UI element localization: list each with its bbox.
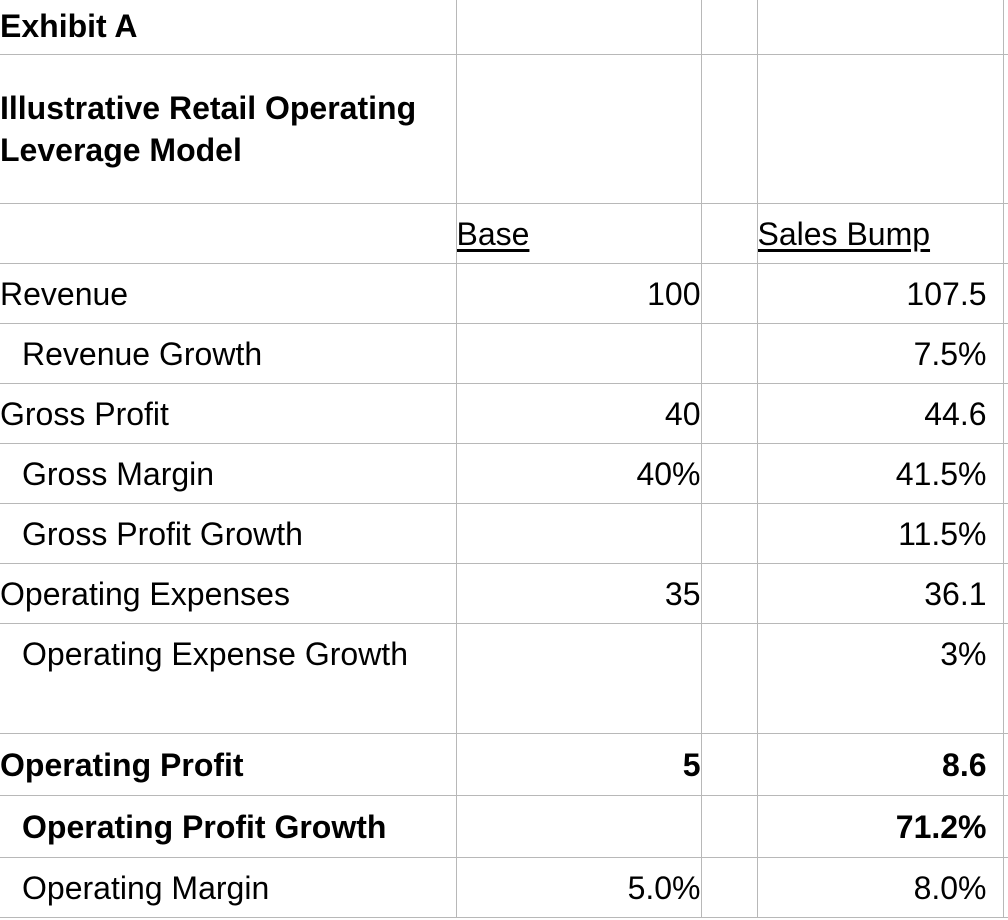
table-row: Gross Margin 40% 41.5% [0,443,1008,504]
base-value[interactable]: 40 [456,383,702,444]
table-row: Gross Profit Growth 11.5% [0,503,1008,564]
empty-cell[interactable] [1003,54,1008,204]
sales-bump-value[interactable]: 11.5% [757,503,1004,564]
empty-cell[interactable] [456,54,702,204]
base-value[interactable]: 100 [456,263,702,324]
row-label[interactable]: Operating Margin [0,857,457,918]
empty-cell[interactable] [757,0,1004,55]
empty-cell[interactable] [1003,0,1008,55]
base-value[interactable] [456,795,702,858]
row-label[interactable]: Operating Expense Growth [0,623,457,734]
empty-cell[interactable] [1003,443,1008,504]
empty-cell[interactable] [701,623,758,734]
empty-cell[interactable] [701,563,758,624]
empty-cell[interactable] [1003,857,1008,918]
empty-cell[interactable] [1003,623,1008,734]
column-header-sales-bump[interactable]: Sales Bump [757,203,1004,264]
base-value[interactable]: 5 [456,733,702,796]
table-row: Operating Margin 5.0% 8.0% [0,857,1008,918]
base-value[interactable]: 35 [456,563,702,624]
row-label[interactable]: Gross Profit [0,383,457,444]
empty-cell[interactable] [701,503,758,564]
sales-bump-value[interactable]: 71.2% [757,795,1004,858]
header-row: Base Sales Bump [0,203,1008,264]
table-row: Revenue 100 107.5 [0,263,1008,324]
row-label[interactable]: Revenue [0,263,457,324]
column-header-base[interactable]: Base [456,203,702,264]
empty-cell[interactable] [1003,323,1008,384]
row-label[interactable]: Operating Expenses [0,563,457,624]
empty-cell[interactable] [701,383,758,444]
table-row: Gross Profit 40 44.6 [0,383,1008,444]
row-label[interactable]: Revenue Growth [0,323,457,384]
empty-cell[interactable] [701,857,758,918]
column-header-base-label: Base [456,215,530,252]
table-row: Operating Profit Growth 71.2% [0,795,1008,858]
empty-cell[interactable] [701,203,758,264]
row-label[interactable]: Gross Margin [0,443,457,504]
sales-bump-value[interactable]: 3% [757,623,1004,734]
empty-cell[interactable] [701,0,758,55]
row-label[interactable]: Operating Profit Growth [0,795,457,858]
sales-bump-value[interactable]: 44.6 [757,383,1004,444]
row-label-text: Operating Expense Growth [22,636,408,672]
base-value[interactable] [456,623,702,734]
base-value[interactable] [456,323,702,384]
base-value[interactable] [456,503,702,564]
empty-cell[interactable] [701,733,758,796]
empty-cell[interactable] [0,203,457,264]
row-label[interactable]: Operating Profit [0,733,457,796]
exhibit-subtitle[interactable]: Illustrative Retail Operating Leverage M… [0,54,457,204]
table-row: Operating Expense Growth 3% [0,623,1008,734]
empty-cell[interactable] [701,263,758,324]
empty-cell[interactable] [701,443,758,504]
empty-cell[interactable] [701,323,758,384]
title-row: Exhibit A [0,0,1008,55]
sales-bump-value[interactable]: 7.5% [757,323,1004,384]
empty-cell[interactable] [757,54,1004,204]
empty-cell[interactable] [1003,203,1008,264]
exhibit-title[interactable]: Exhibit A [0,0,457,55]
empty-cell[interactable] [1003,503,1008,564]
sales-bump-value[interactable]: 107.5 [757,263,1004,324]
empty-cell[interactable] [1003,263,1008,324]
empty-cell[interactable] [701,54,758,204]
empty-cell[interactable] [701,795,758,858]
base-value[interactable]: 40% [456,443,702,504]
table-row: Operating Profit 5 8.6 [0,733,1008,796]
table-row: Revenue Growth 7.5% [0,323,1008,384]
sales-bump-value[interactable]: 36.1 [757,563,1004,624]
empty-cell[interactable] [1003,563,1008,624]
empty-cell[interactable] [1003,733,1008,796]
row-label[interactable]: Gross Profit Growth [0,503,457,564]
empty-cell[interactable] [456,0,702,55]
subtitle-row: Illustrative Retail Operating Leverage M… [0,54,1008,204]
table-row: Operating Expenses 35 36.1 [0,563,1008,624]
base-value[interactable]: 5.0% [456,857,702,918]
empty-cell[interactable] [1003,383,1008,444]
sales-bump-value[interactable]: 41.5% [757,443,1004,504]
column-header-sales-bump-label: Sales Bump [757,215,931,252]
sales-bump-value[interactable]: 8.6 [757,733,1004,796]
sales-bump-value[interactable]: 8.0% [757,857,1004,918]
empty-cell[interactable] [1003,795,1008,858]
